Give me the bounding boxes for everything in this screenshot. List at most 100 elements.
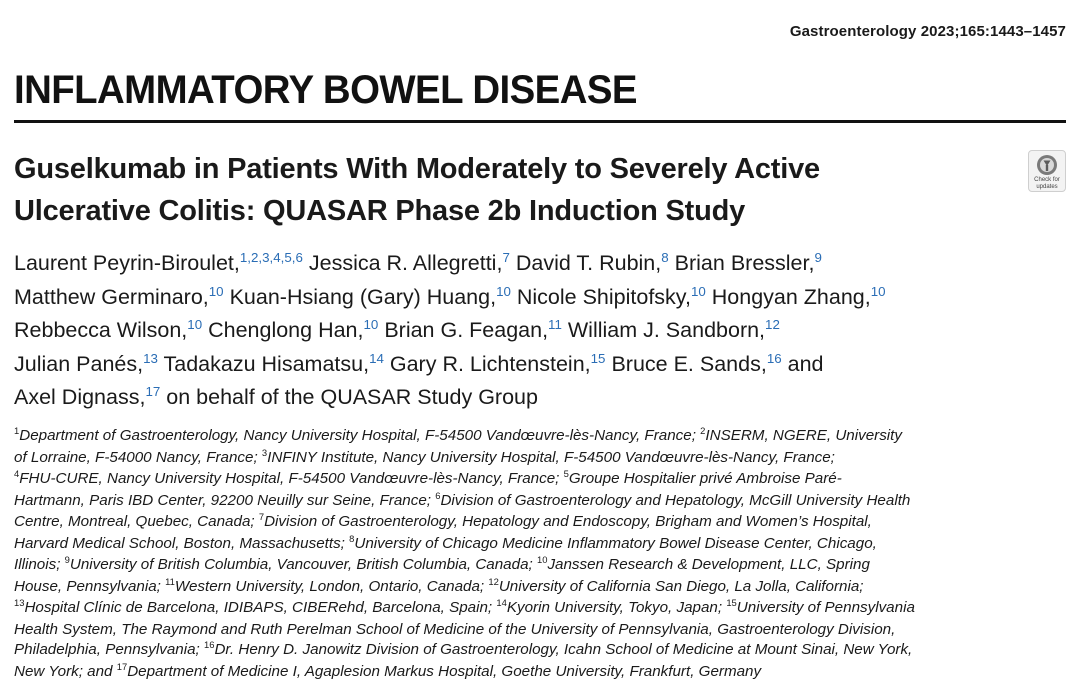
affiliation-number: 10	[536, 554, 548, 566]
author-line: Julian Panés,13 Tadakazu Hisamatsu,14 Ga…	[14, 349, 1074, 383]
affiliation-number: 16	[203, 639, 215, 651]
author-name: Hongyan Zhang,	[711, 284, 871, 309]
author-affiliation-ref[interactable]: 10	[363, 317, 379, 333]
author-line: Matthew Germinaro,10 Kuan-Hsiang (Gary) …	[14, 282, 1074, 316]
affiliation-line: House, Pennsylvania; 11Western Universit…	[14, 575, 1074, 599]
affiliation-text: Department of Medicine I, Agaplesion Mar…	[127, 662, 762, 680]
author-list: Laurent Peyrin-Biroulet,1,2,3,4,5,6 Jess…	[14, 248, 1074, 416]
affiliation-number: 11	[165, 575, 175, 587]
affiliation-number: 5	[563, 468, 569, 480]
author-affiliation-ref[interactable]: 13	[143, 350, 158, 366]
author-affiliation-ref[interactable]: 8	[661, 250, 669, 266]
affiliations-block: 1Department of Gastroenterology, Nancy U…	[14, 425, 1074, 684]
author-affiliation-ref[interactable]: 10	[496, 283, 511, 299]
affiliation-text: University of Pennsylvania	[736, 599, 915, 616]
author-name: William J. Sandborn,	[567, 318, 766, 342]
author-name: Brian Bressler,	[674, 251, 815, 275]
author-line: Rebbecca Wilson,10 Chenglong Han,10 Bria…	[14, 315, 1074, 349]
author-line: Laurent Peyrin-Biroulet,1,2,3,4,5,6 Jess…	[14, 248, 1074, 282]
article-title-line: Ulcerative Colitis: QUASAR Phase 2b Indu…	[14, 195, 746, 227]
affiliation-text: Dr. Henry D. Janowitz Division of Gastro…	[214, 641, 913, 658]
author-name: Axel Dignass,	[14, 385, 146, 409]
author-affiliation-ref[interactable]: 10	[187, 317, 203, 333]
author-affiliation-ref[interactable]: 10	[870, 283, 886, 299]
affiliation-text: Groupe Hospitalier privé Ambroise Paré-	[568, 470, 842, 487]
author-name: Chenglong Han,	[208, 318, 364, 342]
journal-citation: Gastroenterology 2023;165:1443–1457	[789, 23, 1066, 40]
affiliation-number: 12	[488, 575, 499, 587]
affiliation-text: Janssen Research & Development, LLC, Spr…	[547, 556, 870, 573]
author-name: Jessica R. Allegretti,	[308, 251, 503, 275]
affiliation-text: House, Pennsylvania;	[14, 577, 166, 595]
author-name: Tadakazu Hisamatsu,	[163, 351, 370, 376]
study-group-credit: on behalf of the QUASAR Study Group	[166, 385, 538, 409]
affiliation-number: 3	[261, 446, 268, 458]
affiliation-number: 4	[14, 468, 20, 480]
author-affiliation-ref[interactable]: 10	[690, 283, 706, 299]
affiliation-text: University of California San Diego, La J…	[498, 577, 864, 595]
affiliation-line: Hartmann, Paris IBD Center, 92200 Neuill…	[14, 489, 1074, 513]
author-name: Bruce E. Sands,	[611, 351, 767, 376]
affiliation-number: 1	[14, 425, 20, 437]
author-name: Laurent Peyrin-Biroulet,	[14, 251, 240, 275]
affiliation-text: Harvard Medical School, Boston, Massachu…	[14, 534, 350, 552]
affiliation-text: of Lorraine, F-54000 Nancy, France;	[14, 448, 262, 466]
author-name: Nicole Shipitofsky,	[516, 284, 691, 309]
author-affiliation-ref[interactable]: 15	[590, 350, 606, 366]
affiliation-text: Hospital Clínic de Barcelona, IDIBAPS, C…	[24, 599, 497, 616]
author-affiliation-ref[interactable]: 11	[548, 317, 562, 333]
affiliation-text: New York; and	[14, 662, 117, 680]
affiliation-line: Health System, The Raymond and Ruth Pere…	[14, 620, 1074, 641]
affiliation-text: Hartmann, Paris IBD Center, 92200 Neuill…	[14, 491, 436, 509]
affiliation-text: Western University, London, Ontario, Can…	[174, 577, 489, 595]
author-name: Gary R. Lichtenstein,	[389, 351, 591, 376]
author-affiliation-ref[interactable]: 16	[766, 350, 782, 366]
affiliation-line: of Lorraine, F-54000 Nancy, France; 3INF…	[14, 446, 1074, 470]
affiliation-number: 14	[496, 597, 507, 609]
affiliation-text: Illinois;	[14, 556, 65, 573]
affiliation-number: 9	[64, 554, 70, 566]
affiliation-text: Health System, The Raymond and Ruth Pere…	[14, 620, 896, 638]
author-name: Julian Panés,	[14, 351, 144, 376]
author-name: Rebbecca Wilson,	[14, 318, 188, 342]
affiliation-text: Division of Gastroenterology, Hepatology…	[264, 513, 872, 530]
affiliation-number: 17	[116, 660, 128, 672]
affiliation-number: 15	[726, 597, 737, 609]
affiliation-text: Philadelphia, Pennsylvania;	[14, 641, 204, 658]
author-name: David T. Rubin,	[515, 251, 662, 275]
author-name: Brian G. Feagan,	[384, 318, 549, 342]
author-affiliation-ref[interactable]: 9	[814, 250, 822, 266]
affiliation-line: New York; and 17Department of Medicine I…	[14, 660, 1074, 684]
author-affiliation-ref[interactable]: 1,2,3,4,5,6	[239, 250, 303, 266]
crossmark-icon	[1037, 155, 1057, 175]
affiliation-text: University of British Columbia, Vancouve…	[69, 556, 537, 573]
affiliation-line: Philadelphia, Pennsylvania; 16Dr. Henry …	[14, 639, 1074, 662]
affiliation-text: FHU-CURE, Nancy University Hospital, F-5…	[19, 470, 564, 487]
author-affiliation-ref[interactable]: 10	[208, 283, 224, 299]
affiliation-line: Harvard Medical School, Boston, Massachu…	[14, 532, 1074, 556]
author-name: Kuan-Hsiang (Gary) Huang,	[229, 284, 497, 309]
author-affiliation-ref[interactable]: 17	[145, 384, 161, 400]
authors-conjunction: and	[787, 351, 824, 376]
author-name: Matthew Germinaro,	[14, 284, 209, 309]
affiliation-number: 2	[700, 425, 706, 437]
affiliation-text: University of Chicago Medicine Inflammat…	[354, 534, 877, 552]
affiliation-number: 8	[349, 532, 355, 544]
affiliation-text: Kyorin University, Tokyo, Japan;	[506, 599, 727, 616]
author-affiliation-ref[interactable]: 7	[502, 250, 510, 266]
affiliation-text: INSERM, NGERE, University	[705, 427, 902, 444]
affiliation-number: 13	[14, 597, 25, 609]
affiliation-line: Illinois; 9University of British Columbi…	[14, 554, 1074, 577]
affiliation-line: 4FHU-CURE, Nancy University Hospital, F-…	[14, 468, 1074, 491]
affiliation-number: 7	[258, 511, 265, 523]
article-title: Guselkumab in Patients With Moderately t…	[14, 148, 1014, 232]
badge-label: Check for updates	[1034, 177, 1060, 190]
affiliation-number: 6	[435, 489, 441, 501]
affiliation-text: INFINY Institute, Nancy University Hospi…	[267, 448, 835, 466]
article-title-line: Guselkumab in Patients With Moderately t…	[14, 153, 820, 185]
author-affiliation-ref[interactable]: 14	[369, 350, 384, 366]
affiliation-text: Division of Gastroenterology and Hepatol…	[440, 491, 911, 509]
check-for-updates-badge[interactable]: Check for updates	[1028, 150, 1066, 192]
author-affiliation-ref[interactable]: 12	[765, 317, 780, 333]
affiliation-text: Department of Gastroenterology, Nancy Un…	[19, 427, 701, 444]
